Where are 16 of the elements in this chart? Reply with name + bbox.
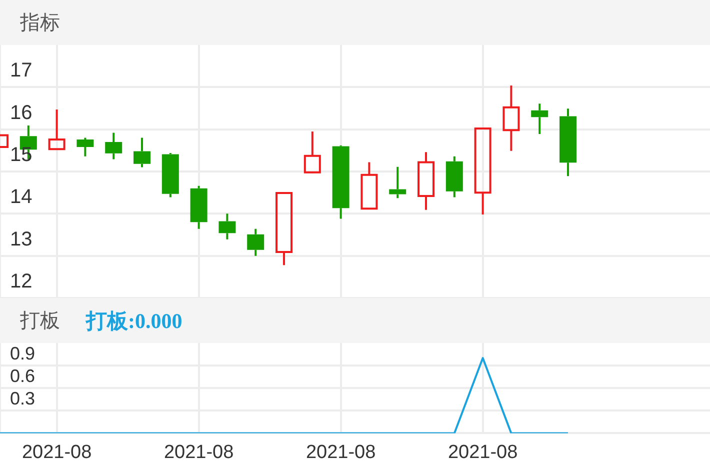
y-tick-label: 15 xyxy=(10,144,32,166)
y-tick-label: 0.3 xyxy=(10,388,36,409)
y-tick-label: 0.6 xyxy=(10,366,36,386)
chart-title: 打板 xyxy=(20,309,60,334)
y-tick-label: 0.9 xyxy=(10,344,36,364)
y-tick-label: 16 xyxy=(10,102,32,124)
y-tick-label: 13 xyxy=(10,228,32,250)
x-tick-label: 2021-08 xyxy=(22,442,92,463)
x-tick-label: 2021-08 xyxy=(306,442,376,463)
x-tick-label: 2021-08 xyxy=(164,442,234,463)
x-tick-label: 2021-08 xyxy=(448,442,518,463)
y-tick-label: 14 xyxy=(10,186,32,208)
y-tick-label: 12 xyxy=(10,270,32,293)
chart-title: 指标 xyxy=(20,11,60,36)
text: 打板:0.000 xyxy=(86,308,182,334)
y-tick-label: 17 xyxy=(10,60,32,82)
